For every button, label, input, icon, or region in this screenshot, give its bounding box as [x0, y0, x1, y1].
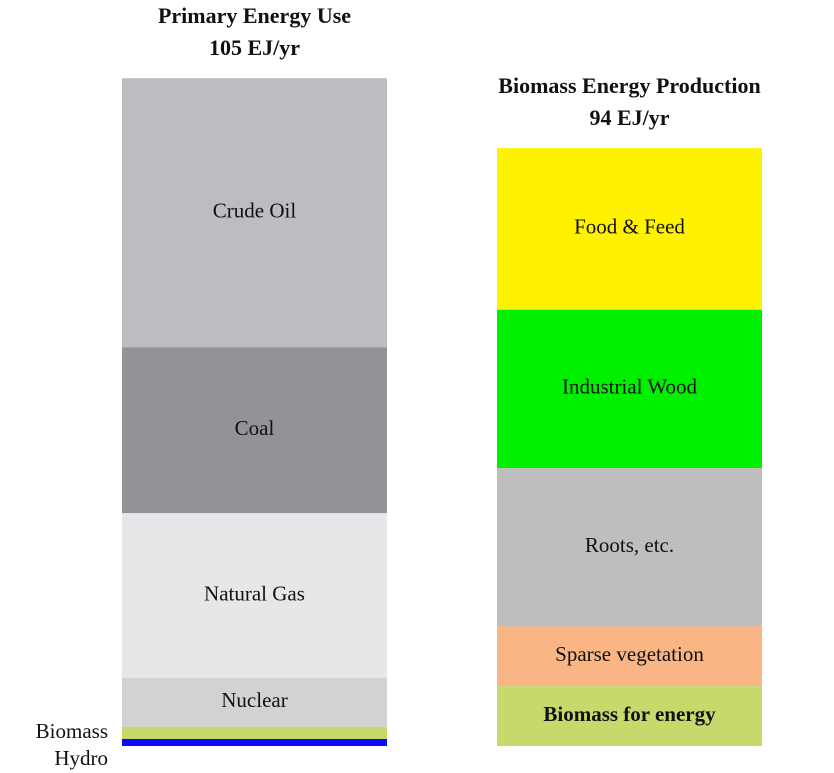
segment-label: Sparse vegetation	[555, 642, 704, 666]
segment-label: Biomass for energy	[543, 702, 716, 726]
chart-title: Primary Energy Use	[158, 3, 351, 28]
bar-segment	[122, 347, 387, 514]
segment-label: Crude Oil	[213, 199, 297, 223]
bar-segment	[122, 726, 387, 740]
bar-segment	[497, 468, 762, 627]
segment-label: Biomass	[36, 719, 108, 743]
segment-label: Nuclear	[221, 688, 287, 712]
segment-label: Natural Gas	[204, 581, 305, 605]
bar-segment	[122, 677, 387, 727]
segment-label: Food & Feed	[574, 215, 685, 239]
bar-segment	[497, 148, 762, 310]
bar-segment	[497, 686, 762, 746]
chart-subtitle: 105 EJ/yr	[209, 35, 300, 60]
chart-title: Biomass Energy Production	[498, 73, 760, 98]
bar-segment	[497, 309, 762, 469]
segment-label: Coal	[235, 416, 275, 440]
chart-subtitle: 94 EJ/yr	[589, 105, 669, 130]
bar-segment	[122, 78, 387, 348]
bar-segment	[497, 626, 762, 687]
segment-label: Industrial Wood	[562, 375, 697, 399]
bar-segment	[122, 513, 387, 678]
bar-segment	[122, 739, 387, 746]
segment-label: Roots, etc.	[585, 533, 674, 557]
segment-label: Hydro	[54, 746, 108, 770]
